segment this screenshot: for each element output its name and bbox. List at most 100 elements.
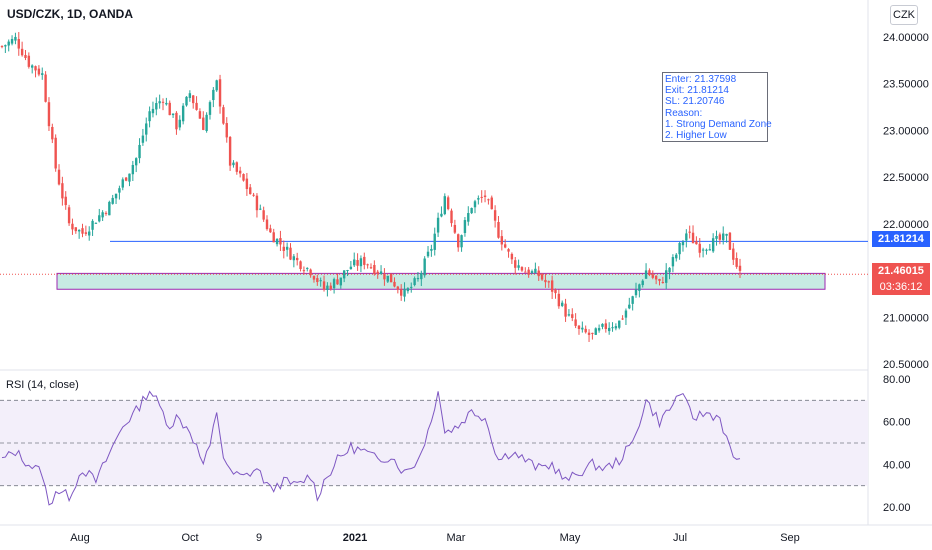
candle-body [668,267,671,273]
candle-body [151,108,155,114]
candle-body [238,170,242,174]
candle-body [584,328,587,333]
candle-body [165,102,168,105]
candle-body [306,267,309,269]
candle-body [57,169,61,185]
candle-body [44,74,47,102]
y-tick-label: 22.00000 [883,219,929,231]
candle-body [490,197,493,210]
candle-body [383,273,386,280]
candle-body [20,48,24,56]
candle-body [252,194,255,196]
candle-body [453,224,457,233]
candle-body [275,238,279,245]
candle-body [24,55,27,58]
annotation-line: 1. Strong Demand Zone [665,118,772,130]
x-tick-label: 2021 [343,532,367,544]
candle-body [212,89,215,101]
candle-body [342,270,346,279]
candle-body [463,220,467,234]
candle-body [460,235,463,248]
candle-body [155,103,158,110]
candle-body [564,303,567,317]
candle-body [433,233,436,250]
candle-body [416,277,420,280]
candle-body [735,258,738,267]
candle-body [477,198,480,200]
candle-body [77,229,81,232]
candle-body [245,178,249,190]
candle-body [37,68,41,75]
rsi-y-tick-label: 20.00 [883,502,911,514]
candle-body [329,285,332,289]
candle-body [396,286,400,290]
candle-body [185,96,188,106]
candle-body [581,327,584,330]
candle-body [249,187,252,195]
candle-body [665,270,668,283]
x-tick-label: Sep [780,532,800,544]
candle-body [574,319,577,326]
candle-body [520,267,524,271]
candle-body [158,101,161,104]
candle-body [715,236,718,239]
candle-body [571,314,574,318]
candle-body [101,212,104,218]
candle-body [591,332,594,334]
candle-body [688,231,691,233]
candle-body [685,233,688,241]
candle-body [4,45,7,47]
x-tick-label: Jul [673,532,687,544]
candle-body [530,271,534,274]
candle-body [265,219,269,230]
annotation-line: 2. Higher Low [665,130,727,142]
candle-body [88,231,91,236]
candle-body [624,310,628,318]
candle-body [138,144,141,159]
x-tick-label: 9 [256,532,262,544]
candle-body [517,265,520,268]
y-tick-label: 23.00000 [883,125,929,137]
candle-body [483,195,487,197]
candle-body [537,270,540,277]
candle-body [134,158,138,166]
candle-body [413,278,416,286]
candle-body [71,223,74,230]
candle-body [621,318,624,320]
candles [0,32,742,342]
candle-body [681,241,685,246]
demand-zone-rect [56,272,826,290]
candle-body [279,238,282,245]
candle-body [567,314,571,316]
candle-body [386,275,389,282]
candle-body [711,238,715,252]
candle-body [446,197,450,210]
candle-body [651,274,654,278]
candle-body [708,249,712,251]
candle-body [114,193,118,199]
candle-body [202,117,205,130]
candle-body [312,276,316,280]
rsi-pane: 80.00 60.00 40.00 20.00 [0,374,911,514]
candle-body [671,257,675,267]
candle-body [131,164,135,175]
candle-body [634,289,638,296]
candle-body [641,280,644,286]
candle-body [188,93,192,98]
demand-zone [0,240,868,290]
candle-body [121,179,124,188]
candle-body [225,123,228,138]
candle-body [34,66,37,71]
candle-body [467,213,470,222]
candle-body [192,95,195,104]
candle-body [658,279,661,281]
candle-body [67,207,71,224]
candle-body [705,249,708,251]
candle-body [691,232,695,244]
candle-body [74,227,77,232]
currency-button[interactable]: CZK [890,5,918,25]
candle-body [369,267,373,269]
candle-body [235,162,239,172]
candle-body [145,123,148,135]
